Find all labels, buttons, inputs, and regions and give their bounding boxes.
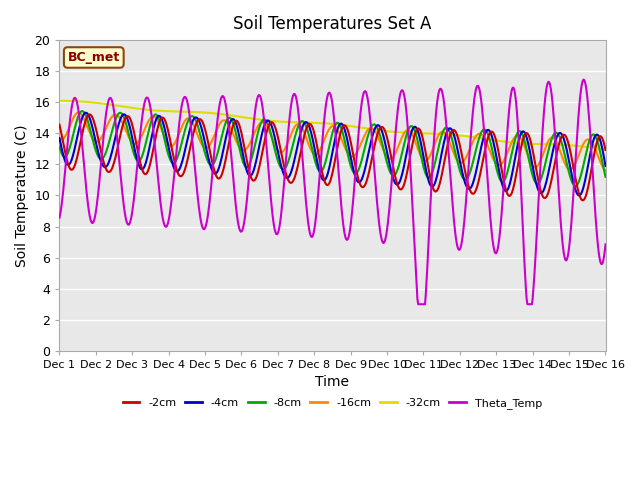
- Legend: -2cm, -4cm, -8cm, -16cm, -32cm, Theta_Temp: -2cm, -4cm, -8cm, -16cm, -32cm, Theta_Te…: [118, 394, 547, 414]
- X-axis label: Time: Time: [316, 375, 349, 389]
- Y-axis label: Soil Temperature (C): Soil Temperature (C): [15, 124, 29, 267]
- Title: Soil Temperatures Set A: Soil Temperatures Set A: [234, 15, 431, 33]
- Text: BC_met: BC_met: [68, 51, 120, 64]
